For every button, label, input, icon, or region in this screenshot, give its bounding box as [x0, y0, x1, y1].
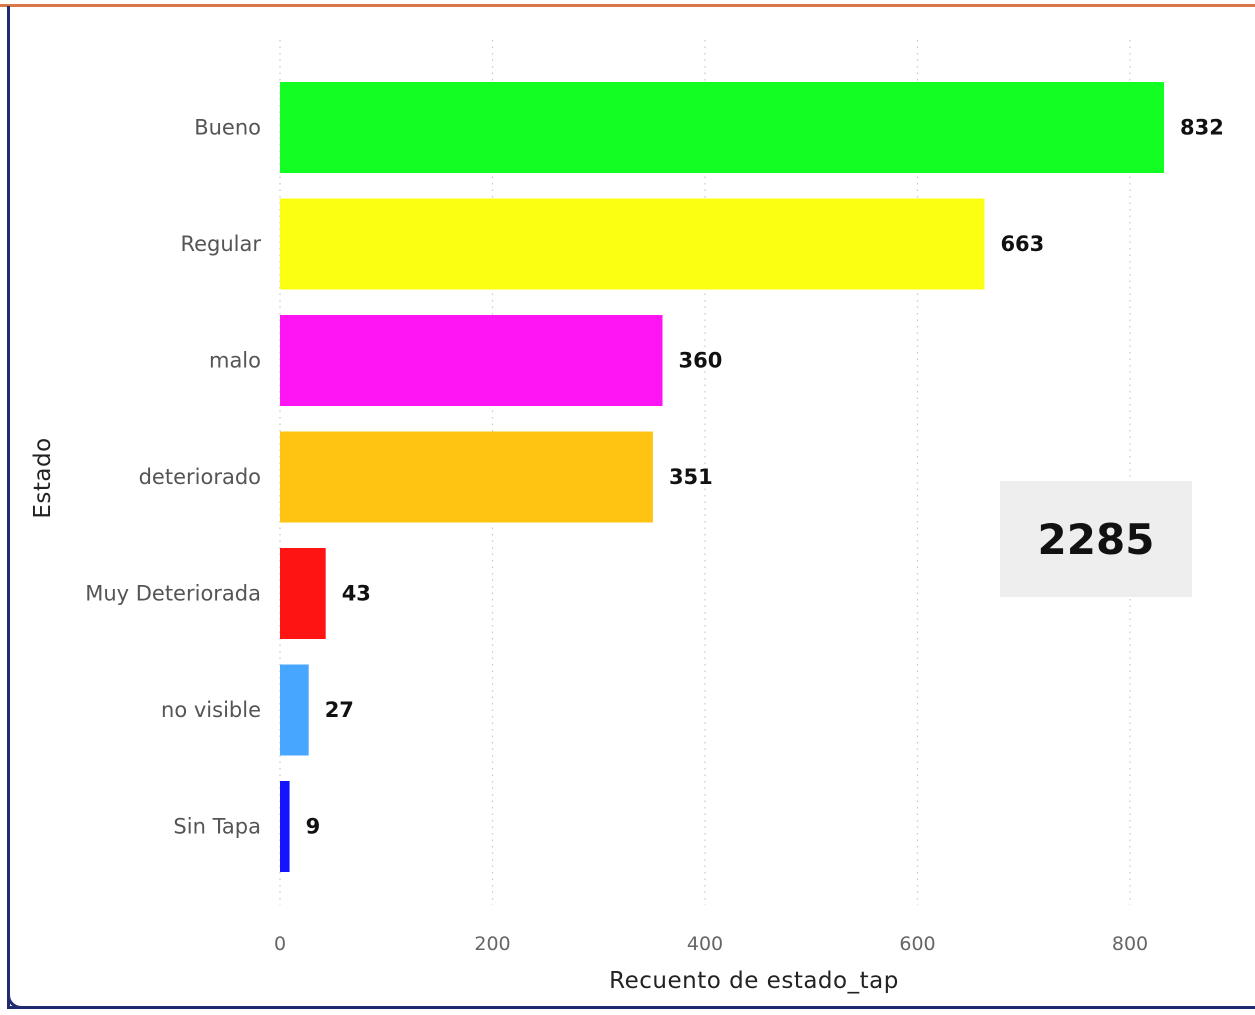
value-label: 9 [306, 815, 321, 839]
x-axis-title: Recuento de estado_tap [609, 968, 899, 994]
top-accent-line [0, 4, 1255, 7]
total-card: 2285 [1000, 481, 1192, 597]
category-label: malo [209, 349, 261, 373]
x-tick-labels: 0 200 400 600 800 [274, 933, 1148, 955]
category-label: Sin Tapa [173, 815, 261, 839]
bar-muy-deteriorada[interactable] [280, 548, 326, 639]
total-value: 2285 [1037, 514, 1155, 564]
value-label: 27 [325, 698, 354, 722]
value-label: 832 [1180, 116, 1224, 140]
value-label: 43 [342, 582, 371, 606]
frame-left-border [7, 6, 10, 1009]
x-tick-label: 0 [274, 933, 286, 955]
bar-bueno[interactable] [280, 82, 1164, 173]
value-label: 351 [669, 465, 713, 489]
y-axis-title: Estado [30, 437, 56, 518]
category-label: deteriorado [139, 465, 261, 489]
bar-sin-tapa[interactable] [280, 781, 290, 872]
bar-malo[interactable] [280, 315, 663, 406]
value-label: 663 [1000, 232, 1044, 256]
bars [280, 82, 1164, 872]
x-tick-label: 200 [474, 933, 510, 955]
bar-no-visible[interactable] [280, 664, 309, 756]
gridlines [279, 40, 1131, 905]
frame-corner [7, 990, 25, 1009]
x-tick-label: 800 [1112, 933, 1148, 955]
category-label: Bueno [194, 116, 261, 140]
bar-regular[interactable] [280, 198, 985, 290]
value-labels: 832 663 360 351 43 27 9 [306, 116, 1224, 839]
category-labels: Bueno Regular malo deteriorado Muy Deteriora… [85, 116, 261, 839]
frame-bottom-border [7, 1006, 1255, 1009]
category-label: Regular [180, 232, 261, 256]
category-label: Muy Deteriorada [85, 582, 261, 606]
value-label: 360 [679, 349, 723, 373]
x-tick-label: 600 [899, 933, 935, 955]
bar-deteriorado[interactable] [280, 431, 653, 523]
category-label: no visible [161, 698, 261, 722]
x-tick-label: 400 [687, 933, 723, 955]
